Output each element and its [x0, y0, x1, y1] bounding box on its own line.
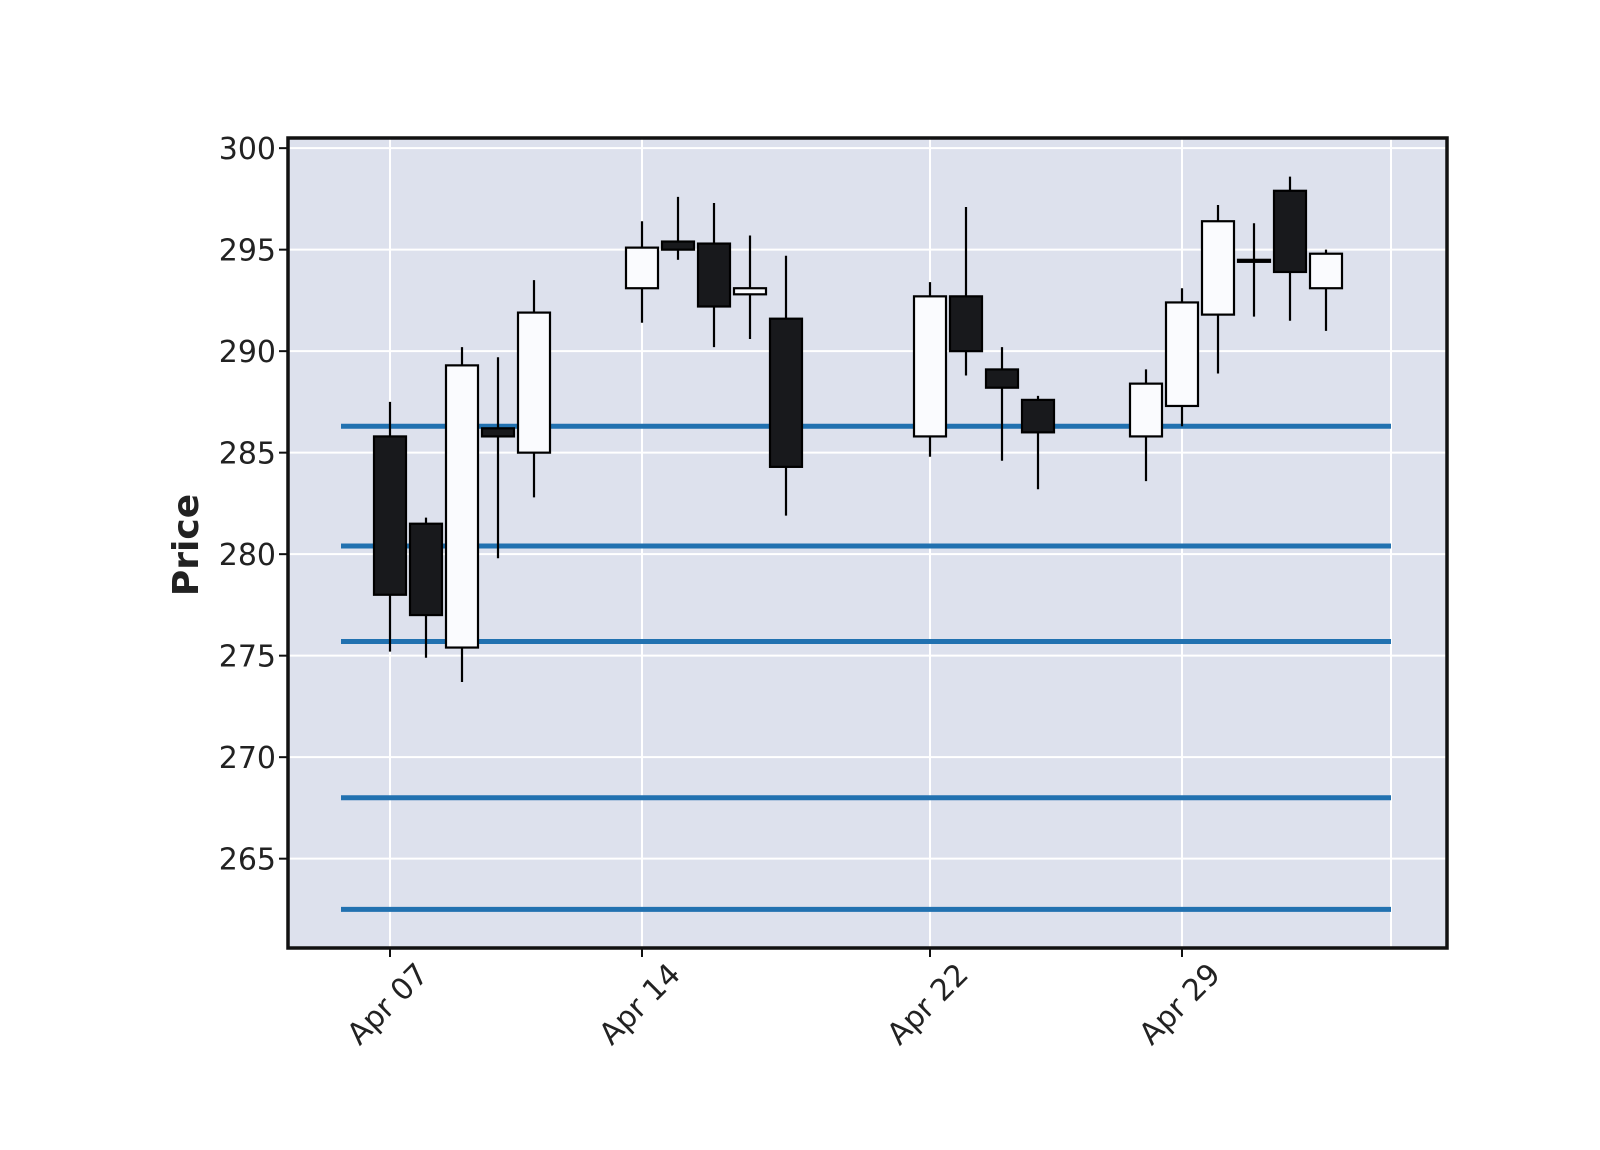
candle-body: [516, 311, 552, 454]
candle: [1128, 369, 1164, 482]
candle: [372, 401, 408, 652]
candle-body: [444, 364, 480, 649]
plot-frame: [286, 136, 1449, 950]
candle-body: [1200, 220, 1236, 316]
candle: [1236, 223, 1272, 317]
x-tick-label: Apr 22: [880, 957, 975, 1052]
candle-body: [1272, 189, 1308, 274]
candle: [1200, 204, 1236, 374]
candle-body: [1236, 258, 1272, 263]
candle: [1020, 395, 1056, 490]
candle-body: [732, 287, 768, 296]
horizontal-lines: [341, 423, 1391, 912]
candle: [624, 221, 660, 323]
candle-body: [480, 427, 516, 438]
y-tick-label: 280: [219, 538, 276, 573]
y-tick-label: 290: [219, 335, 276, 370]
y-tick-label: 265: [219, 843, 276, 878]
candle: [912, 282, 948, 457]
candles: [372, 176, 1344, 683]
candle-body: [1020, 398, 1056, 434]
candle: [696, 202, 732, 348]
candle-body: [1128, 382, 1164, 438]
candle: [1272, 176, 1308, 321]
candle-body: [1308, 252, 1344, 290]
candle-body: [660, 240, 696, 251]
y-axis-label: Price: [166, 494, 207, 596]
candle: [768, 255, 804, 516]
candle-body: [696, 242, 732, 308]
candle-body: [408, 522, 444, 617]
candle: [444, 347, 480, 683]
candle: [984, 347, 1020, 461]
y-tick-label: 275: [219, 640, 276, 675]
y-tick-label: 295: [219, 234, 276, 269]
candle-body: [624, 246, 660, 290]
y-tick-label: 300: [219, 132, 276, 167]
candle: [732, 235, 768, 339]
candle: [408, 517, 444, 658]
candle-body: [984, 368, 1020, 389]
y-tick-label: 270: [219, 741, 276, 776]
candle: [948, 207, 984, 376]
x-axis: Apr 07 Apr 14 Apr 22 Apr 29: [340, 948, 1228, 1052]
candle: [660, 196, 696, 260]
candle: [1164, 288, 1200, 427]
y-tick-label: 285: [219, 437, 276, 472]
x-tick-label: Apr 29: [1132, 957, 1227, 1052]
y-axis: 265 270 275 280 285 290 295 300: [219, 132, 288, 878]
candle: [1308, 249, 1344, 331]
candle: [480, 357, 516, 559]
x-tick-label: Apr 07: [340, 957, 435, 1052]
candle-body: [912, 295, 948, 438]
candle-body: [948, 295, 984, 353]
grid: [288, 138, 1447, 948]
candle: [516, 280, 552, 498]
candle-body: [372, 435, 408, 596]
candle-body: [768, 317, 804, 468]
x-tick-label: Apr 14: [592, 957, 687, 1052]
candle-body: [1164, 301, 1200, 408]
